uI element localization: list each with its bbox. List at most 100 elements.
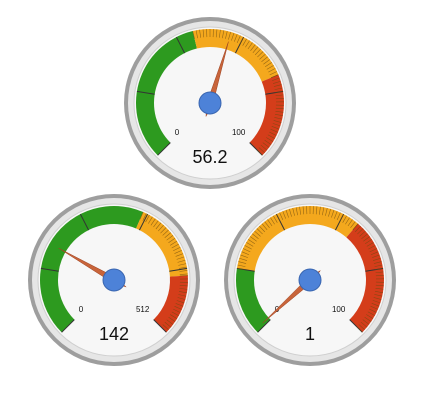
gauge-minor-tick: [328, 208, 331, 217]
gauge-minor-tick: [325, 207, 328, 216]
gauge-minor-tick: [269, 131, 277, 136]
gauge-major-tick: [257, 319, 271, 333]
gauge-minor-tick: [222, 30, 225, 39]
gauge-major-tick: [175, 36, 186, 54]
gauge-minor-tick: [356, 326, 363, 333]
gauge-minor-tick: [155, 222, 162, 230]
gauge-major-tick: [138, 213, 149, 231]
gauge-minor-tick: [202, 29, 205, 38]
gauge-major-tick: [61, 319, 75, 333]
gauge-minor-tick: [225, 30, 228, 39]
gauge-minor-tick: [262, 142, 270, 148]
gauge-minor-tick: [279, 212, 284, 220]
gauge-minor-tick: [263, 59, 271, 65]
gauge-minor-tick: [246, 242, 254, 247]
gauge-minor-tick: [271, 126, 280, 130]
gauge-minor-tick: [373, 297, 382, 300]
gauge-minor-tick: [239, 36, 244, 45]
gauge-minor-tick: [275, 98, 284, 100]
gauge-minor-tick: [174, 250, 182, 254]
gauge-minor-tick: [295, 207, 298, 216]
gauge-minor-tick: [264, 139, 272, 145]
gauge-minor-tick: [169, 240, 178, 246]
gauge-major-tick: [169, 267, 188, 272]
gauge-minor-tick: [273, 84, 282, 87]
gauge-value-label: 142: [99, 324, 129, 344]
gauge-minor-tick: [178, 294, 187, 297]
gauge-minor-tick: [274, 117, 283, 120]
gauge-minor-tick: [257, 51, 264, 58]
gauge-minor-tick: [256, 228, 263, 235]
gauge-minor-tick: [236, 268, 245, 270]
gauge-minor-tick: [285, 209, 289, 218]
gauge-minor-tick: [259, 225, 266, 233]
gauge-minor-tick: [244, 245, 252, 250]
gauge-minor-tick: [268, 68, 276, 73]
gauge-3: 01001: [224, 194, 396, 366]
gauge-max-label: 100: [332, 305, 346, 314]
gauge-minor-tick: [199, 29, 201, 38]
gauge-band-1: [40, 206, 144, 333]
gauge-minor-tick: [254, 230, 261, 237]
gauge-minor-tick: [374, 291, 383, 294]
gauge-minor-tick: [370, 251, 379, 256]
gauge-minor-tick: [249, 236, 257, 242]
gauge-minor-tick: [347, 219, 353, 227]
gauge-major-tick: [157, 142, 171, 156]
gauge-minor-tick: [364, 239, 373, 245]
gauge-minor-tick: [179, 270, 188, 272]
gauge-minor-tick: [236, 35, 241, 43]
gauge-minor-tick: [252, 233, 259, 239]
gauge-minor-tick: [162, 324, 169, 331]
gauge-minor-tick: [219, 29, 221, 38]
gauge-minor-tick: [292, 207, 295, 216]
gauge-minor-tick: [228, 31, 231, 40]
gauge-major-tick: [136, 90, 155, 95]
gauge-minor-tick: [231, 32, 235, 41]
gauge-minor-tick: [375, 275, 384, 277]
gauge-minor-tick: [168, 316, 176, 322]
gauge-minor-tick: [339, 213, 344, 222]
gauge-minor-tick: [179, 288, 188, 290]
gauge-minor-tick: [245, 40, 250, 48]
gauge-minor-tick: [358, 324, 365, 331]
gauge-minor-tick: [261, 56, 268, 62]
gauge-minor-tick: [363, 236, 371, 242]
gauge-minor-tick: [375, 271, 384, 274]
gauge-major-tick: [40, 267, 59, 272]
gauge-minor-tick: [375, 268, 384, 270]
gauge-max-label: 100: [232, 128, 246, 137]
gauge-minor-tick: [242, 38, 247, 46]
gauge-minor-tick: [357, 228, 364, 235]
gauge-band-1: [235, 268, 271, 333]
gauge-max-label: 512: [136, 305, 150, 314]
gauge-minor-tick: [273, 215, 278, 223]
gauge-minor-tick: [374, 294, 383, 297]
gauge-minor-tick: [215, 29, 218, 38]
gauge-minor-tick: [267, 219, 273, 227]
gauge-minor-tick: [160, 227, 167, 234]
gauge-minor-tick: [240, 254, 249, 258]
gauge-minor-tick: [247, 42, 253, 50]
gauge-minor-tick: [270, 128, 279, 133]
gauge-minor-tick: [179, 284, 188, 287]
gauge-minor-tick: [266, 65, 274, 70]
gauge-minor-tick: [375, 287, 384, 290]
gauge-minor-tick: [375, 284, 384, 287]
gauge-minor-tick: [354, 225, 361, 233]
gauge-minor-tick: [254, 48, 261, 56]
gauge-band-3: [346, 223, 384, 333]
gauge-minor-tick: [322, 207, 325, 216]
gauge-major-tick: [153, 319, 167, 333]
gauge-minor-tick: [177, 297, 186, 300]
gauge-band-2: [136, 211, 188, 277]
gauge-minor-tick: [171, 243, 179, 249]
gauge-minor-tick: [166, 235, 174, 241]
gauge-minor-tick: [352, 223, 359, 231]
gauge-minor-tick: [272, 123, 281, 127]
gauge-minor-tick: [168, 237, 176, 243]
gauge-minor-tick: [173, 308, 181, 313]
gauge-minor-tick: [299, 206, 301, 215]
gauge-minor-tick: [171, 311, 179, 317]
